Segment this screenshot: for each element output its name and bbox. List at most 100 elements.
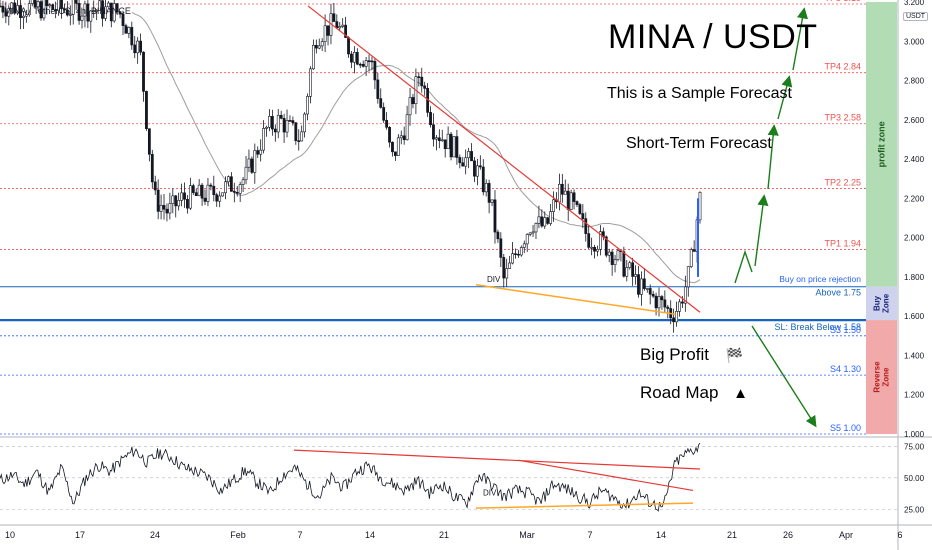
time-tick-6: 21: [439, 530, 449, 540]
candle-body: [224, 181, 227, 194]
candle-body: [95, 10, 99, 12]
candle-body: [370, 60, 374, 63]
candle-body: [350, 53, 353, 63]
candle-body: [65, 9, 69, 16]
candle-body: [660, 296, 664, 301]
arrow-first-leg: [734, 249, 753, 284]
candle-body: [200, 184, 204, 199]
levels: TP5 3.19 TP4 2.84 TP3 2.58 TP2 2.25 TP1 1.94…: [0, 0, 866, 435]
candle-body: [467, 151, 471, 159]
symbol-label: MINA / TetherUS, 4h, BINANCE: [4, 6, 131, 16]
candle-body: [581, 213, 585, 219]
candle-body: [352, 52, 356, 63]
candle-body: [408, 97, 412, 116]
rsi-line: [0, 442, 701, 512]
candle-body: [10, 2, 14, 9]
road-icon: ▲: [733, 385, 749, 402]
candle-body: [282, 118, 286, 133]
candle-body: [300, 131, 304, 142]
level-label-10: S5 1.00: [830, 423, 861, 433]
candle-body: [675, 311, 678, 323]
candle-body: [229, 176, 233, 192]
candle-body: [165, 208, 169, 214]
candle-body: [455, 136, 459, 158]
candle-body: [118, 11, 122, 15]
candle-body: [109, 2, 113, 22]
zone-label-2: Reverse Zone: [873, 361, 891, 393]
candle-body: [104, 6, 107, 19]
candle-body: [68, 14, 72, 16]
candle-body: [461, 162, 465, 167]
candle-body: [265, 126, 268, 129]
candle-body: [452, 136, 456, 158]
candle-body: [663, 299, 667, 308]
short-term-note: Short-Term Forecast: [626, 135, 772, 152]
candle-body: [124, 25, 128, 34]
candle-body: [540, 216, 544, 227]
candle-body: [51, 4, 55, 10]
candle-body: [133, 44, 137, 54]
candle-body: [634, 274, 637, 277]
candle-body: [227, 176, 230, 183]
candle-body: [502, 257, 506, 279]
candle-body: [139, 40, 142, 53]
price-axis: 3.200 3.000 2.800 2.600 2.400 2.200 2.000 1.800…: [904, 0, 925, 439]
candle-body: [92, 10, 96, 13]
candle-body: [464, 157, 468, 167]
price-tick-9: 1.400: [904, 351, 925, 360]
candle-body: [443, 139, 447, 150]
candle-body: [599, 231, 602, 250]
candle-body: [256, 150, 260, 155]
candle-body: [221, 192, 224, 197]
candle-body: [405, 114, 409, 141]
candle-body: [16, 5, 19, 14]
candle-body: [511, 253, 514, 264]
candle-body: [288, 120, 292, 122]
candle-body: [22, 15, 25, 18]
candle-body: [262, 128, 265, 151]
candle-body: [391, 141, 394, 153]
candle-body: [376, 79, 380, 99]
candle-body: [543, 217, 547, 227]
candle-body: [481, 166, 485, 193]
candle-body: [578, 204, 582, 214]
candle-body: [180, 192, 183, 201]
zone-1: [866, 286, 897, 321]
price-tick-6: 2.000: [904, 234, 925, 243]
candle-body: [36, 1, 40, 8]
candle-body: [355, 52, 359, 65]
price-downtrend-line: [307, 5, 701, 313]
candle-body: [616, 250, 620, 260]
candle-body: [83, 3, 87, 17]
time-tick-3: Feb: [230, 530, 246, 540]
candle-body: [147, 128, 151, 155]
candle-body: [399, 135, 403, 139]
candle-body: [212, 185, 216, 195]
candle-body: [270, 116, 274, 130]
candle-body: [306, 96, 309, 115]
candle-body: [587, 233, 591, 248]
candle-body: [470, 151, 473, 162]
rsi-upper-trend: [293, 449, 701, 470]
candle-body: [681, 301, 684, 304]
candle-body: [323, 25, 327, 42]
candle-body: [590, 246, 594, 249]
candle-body: [80, 15, 84, 21]
candle-body: [440, 139, 444, 142]
candle-body: [276, 115, 280, 133]
price-div-label: DIV: [487, 275, 501, 284]
rsi-tick-0: 75.00: [904, 442, 925, 451]
time-tick-8: 7: [587, 530, 592, 540]
candle-body: [549, 211, 553, 224]
candle-body: [98, 0, 101, 11]
candle-body: [476, 165, 479, 177]
candle-body: [651, 293, 655, 297]
candle-body: [572, 192, 576, 202]
candle-body: [566, 190, 570, 210]
zone-2: [866, 320, 897, 434]
forecast-arrows: [734, 7, 817, 428]
candle-body: [341, 24, 345, 27]
candle-body: [54, 9, 58, 11]
candle-body: [60, 0, 63, 10]
